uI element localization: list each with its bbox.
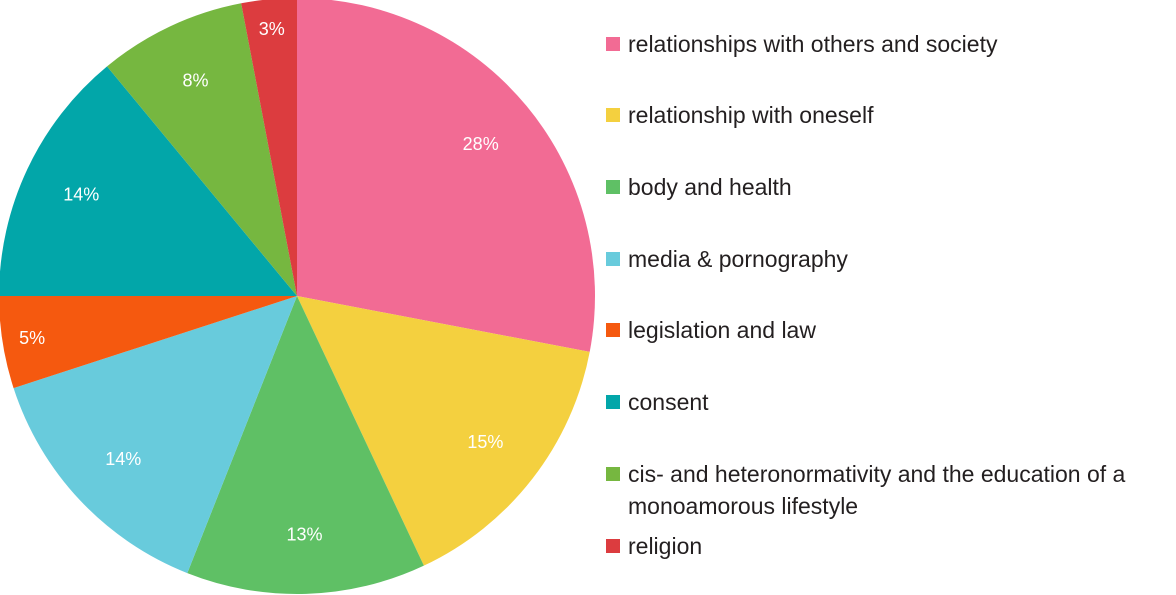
legend-item: relationship with oneself	[606, 99, 1176, 131]
slice-data-label: 28%	[463, 134, 499, 154]
legend-swatch	[606, 539, 620, 553]
legend-label: relationship with oneself	[628, 102, 874, 128]
slice-data-label: 3%	[259, 19, 285, 39]
legend-item: religion	[606, 530, 1176, 562]
pie-slice	[13, 296, 298, 574]
pie-slice	[297, 296, 590, 566]
legend-label: body and health	[628, 174, 792, 200]
legend-label: consent	[628, 389, 709, 415]
legend-swatch	[606, 467, 620, 481]
pie-slice	[0, 66, 297, 296]
legend-swatch	[606, 252, 620, 266]
legend-item: relationships with others and society	[606, 28, 1176, 60]
slice-data-label: 13%	[286, 524, 322, 544]
pie-slice	[187, 296, 424, 594]
slice-data-label: 14%	[63, 184, 99, 204]
legend-label: religion	[628, 533, 703, 559]
legend-item: legislation and law	[606, 314, 1176, 346]
legend-label: media & pornography	[628, 246, 848, 272]
legend-swatch	[606, 37, 620, 51]
legend-label: legislation and law	[628, 317, 816, 343]
legend-swatch	[606, 180, 620, 194]
legend-swatch	[606, 108, 620, 122]
slice-data-label: 5%	[19, 328, 45, 348]
slice-data-label: 14%	[105, 449, 141, 469]
slice-data-label: 8%	[182, 70, 208, 90]
legend-item: cis- and heteronormativity and the educa…	[606, 458, 1176, 522]
legend-swatch	[606, 323, 620, 337]
slice-data-label: 15%	[467, 432, 503, 452]
legend-item: consent	[606, 386, 1176, 418]
legend-label: relationships with others and society	[628, 31, 998, 57]
legend-item: media & pornography	[606, 243, 1176, 275]
pie-slice	[0, 296, 297, 389]
pie-slice	[241, 0, 297, 296]
legend-item: body and health	[606, 171, 1176, 203]
legend-swatch	[606, 395, 620, 409]
pie-slice	[107, 3, 297, 296]
legend-label: cis- and heteronormativity and the educa…	[628, 461, 1126, 519]
pie-chart-plot: 28% 15% 13% 14% 5% 14% 8% 3%	[0, 0, 596, 594]
pie-slice	[297, 0, 596, 352]
